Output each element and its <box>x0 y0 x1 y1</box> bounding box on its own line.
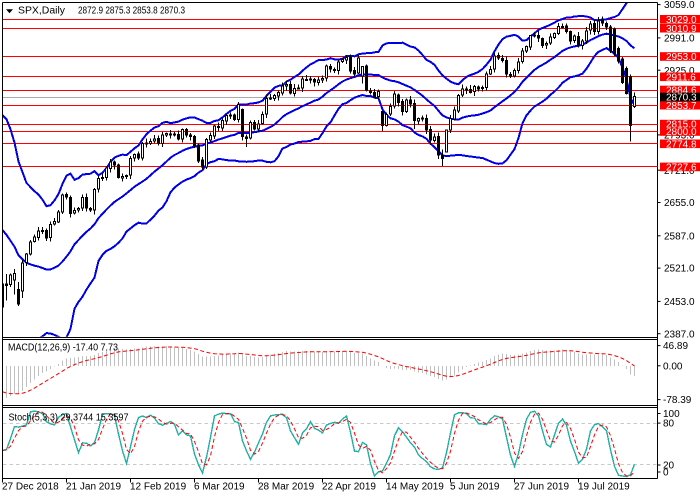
svg-text:2953.0: 2953.0 <box>666 52 697 63</box>
svg-text:21 Jan 2019: 21 Jan 2019 <box>66 482 121 493</box>
svg-text:2911.6: 2911.6 <box>666 72 696 83</box>
svg-text:3010.9: 3010.9 <box>666 24 697 35</box>
svg-text:19 Jul 2019: 19 Jul 2019 <box>578 482 630 493</box>
svg-text:22 Apr 2019: 22 Apr 2019 <box>322 482 376 493</box>
svg-text:2655.0: 2655.0 <box>664 198 695 209</box>
svg-text:80: 80 <box>663 419 675 430</box>
svg-text:12 Feb 2019: 12 Feb 2019 <box>130 482 187 493</box>
svg-text:2884.6: 2884.6 <box>666 86 697 97</box>
svg-text:100: 100 <box>663 409 680 420</box>
svg-text:2727.6: 2727.6 <box>666 163 697 174</box>
svg-text:14 May 2019: 14 May 2019 <box>386 482 444 493</box>
svg-text:2925.0: 2925.0 <box>664 66 695 77</box>
svg-text:Stoch(5,3,3) 29.3744 15.3597: Stoch(5,3,3) 29.3744 15.3597 <box>9 412 129 423</box>
svg-text:5 Jun 2019: 5 Jun 2019 <box>450 482 500 493</box>
svg-text:3059.0: 3059.0 <box>664 0 695 11</box>
svg-text:2853.7: 2853.7 <box>666 101 697 112</box>
svg-text:27 Dec 2018: 27 Dec 2018 <box>2 482 59 493</box>
svg-text:2800.0: 2800.0 <box>666 127 697 138</box>
svg-text:2793.0: 2793.0 <box>664 131 695 142</box>
svg-text:2387.0: 2387.0 <box>664 329 695 340</box>
svg-text:2774.8: 2774.8 <box>666 139 697 150</box>
svg-text:0: 0 <box>663 468 669 479</box>
svg-text:2521.0: 2521.0 <box>664 264 695 275</box>
svg-text:2587.0: 2587.0 <box>664 231 695 242</box>
svg-text:20: 20 <box>663 461 675 472</box>
svg-text:MACD(12,26,9) -17.40 7.73: MACD(12,26,9) -17.40 7.73 <box>8 342 118 353</box>
svg-text:2991.0: 2991.0 <box>664 34 695 45</box>
svg-text:28 Mar 2019: 28 Mar 2019 <box>258 482 315 493</box>
svg-text:2721.0: 2721.0 <box>664 166 695 177</box>
svg-text:3029.0: 3029.0 <box>666 15 697 26</box>
svg-text:2870.3: 2870.3 <box>666 93 697 104</box>
svg-text:-78.39: -78.39 <box>663 395 692 406</box>
svg-text:0.00: 0.00 <box>663 361 683 372</box>
svg-text:2453.0: 2453.0 <box>664 297 695 308</box>
svg-text:6 Mar 2019: 6 Mar 2019 <box>194 482 245 493</box>
svg-text:27 Jun 2019: 27 Jun 2019 <box>514 482 569 493</box>
svg-text:2815.0: 2815.0 <box>666 120 697 131</box>
svg-text:2872.9 2875.3 2853.8 2870.3: 2872.9 2875.3 2853.8 2870.3 <box>78 6 185 17</box>
svg-text:SPX,Daily: SPX,Daily <box>18 6 65 17</box>
svg-text:46.89: 46.89 <box>663 341 688 352</box>
